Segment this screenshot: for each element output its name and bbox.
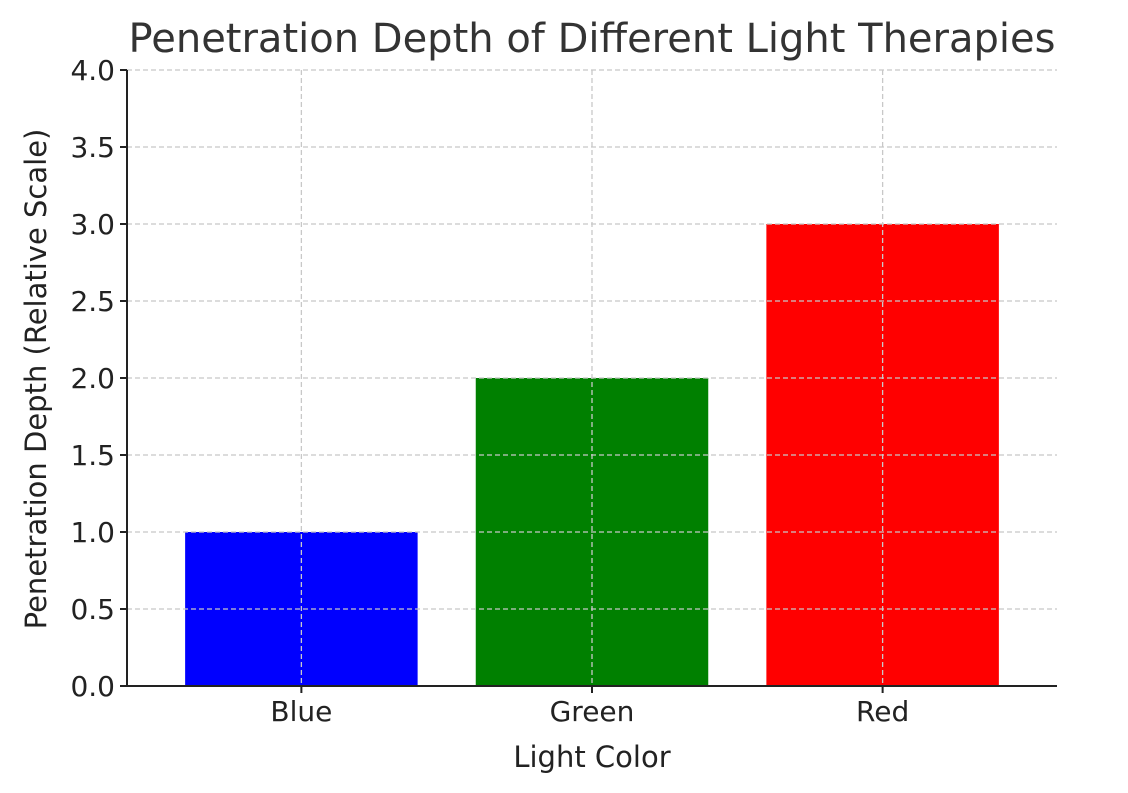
grid-lines <box>127 69 1057 687</box>
y-tick-labels: 0.0 0.5 1.0 1.5 2.0 2.5 3.0 3.5 4.0 <box>70 54 115 703</box>
y-tick-label: 3.0 <box>70 208 115 241</box>
chart-title: Penetration Depth of Different Light The… <box>129 16 1056 62</box>
y-tick-label: 4.0 <box>70 54 115 87</box>
y-tick-label: 1.0 <box>70 516 115 549</box>
y-tick-label: 3.5 <box>70 131 115 164</box>
y-axis-label: Penetration Depth (Relative Scale) <box>19 129 53 630</box>
axes <box>120 69 1057 693</box>
x-tick-labels: Blue Green Red <box>270 695 909 728</box>
y-tick-label: 0.5 <box>70 593 115 626</box>
y-tick-label: 0.0 <box>70 670 115 703</box>
x-axis-label: Light Color <box>513 740 670 774</box>
y-tick-label: 1.5 <box>70 439 115 472</box>
y-tick-label: 2.0 <box>70 362 115 395</box>
x-tick-label-green: Green <box>550 695 635 728</box>
x-tick-label-blue: Blue <box>270 695 332 728</box>
y-tick-label: 2.5 <box>70 285 115 318</box>
x-tick-label-red: Red <box>856 695 909 728</box>
